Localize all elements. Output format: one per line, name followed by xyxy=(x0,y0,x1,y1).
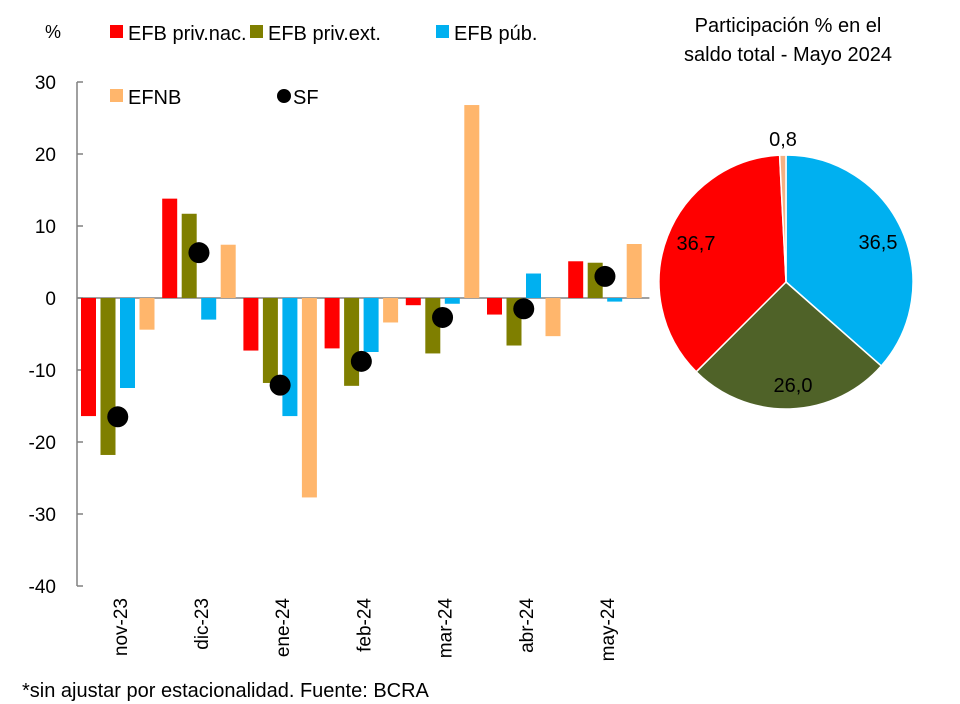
bar-efb-priv-nac--abr-24 xyxy=(487,298,502,315)
sf-dot-nov-23 xyxy=(107,406,129,428)
bar-efnb-feb-24 xyxy=(383,298,399,323)
bar-efb-priv-ext--nov-23 xyxy=(100,298,116,455)
bar-efnb-ene-24 xyxy=(301,298,317,498)
y-tick-label: 20 xyxy=(35,145,56,166)
bar-efnb-dic-23 xyxy=(220,244,236,298)
y-axis-label: % xyxy=(45,22,61,42)
bar-efb-priv-ext--feb-24 xyxy=(344,298,360,386)
bar-efb-priv-nac--may-24 xyxy=(568,261,584,298)
pie-label: 26,0 xyxy=(774,375,813,397)
x-tick-label: feb-24 xyxy=(354,598,375,652)
bar-efb-priv-nac--feb-24 xyxy=(324,298,340,349)
bar-efb-p-b--feb-24 xyxy=(363,298,379,352)
bar-efb-p-b--abr-24 xyxy=(526,273,541,298)
sf-dot-dic-23 xyxy=(188,242,210,264)
bar-efb-p-b--dic-23 xyxy=(201,298,217,320)
pie-slices: 36,5 26,0 36,7 0,8 xyxy=(658,129,914,410)
bar-efnb-abr-24 xyxy=(545,298,561,337)
sf-dot-ene-24 xyxy=(269,374,291,396)
bar-efb-priv-nac--mar-24 xyxy=(405,298,421,306)
legend-marker-sf xyxy=(277,89,291,103)
y-tick-label: 30 xyxy=(35,73,56,94)
legend-swatch xyxy=(110,25,123,38)
sf-dot-feb-24 xyxy=(350,350,372,372)
bar-efnb-mar-24 xyxy=(464,105,480,298)
y-tick-label: 0 xyxy=(45,289,56,310)
y-tick-label: 10 xyxy=(35,217,56,238)
legend-label: EFB priv.ext. xyxy=(268,23,381,45)
y-tick-label: -10 xyxy=(29,361,56,382)
pie-slice-efb-priv-ext- xyxy=(695,280,883,410)
pie-label: 36,7 xyxy=(677,233,716,255)
x-tick-label: nov-23 xyxy=(111,598,132,656)
pie-chart: Participación % en el saldo total - Mayo… xyxy=(658,15,914,410)
pie-slice-efb-priv-nac- xyxy=(658,154,787,373)
bar-efb-p-b--ene-24 xyxy=(282,298,298,417)
legend-label: EFNB xyxy=(128,87,181,109)
x-axis-labels: nov-23 dic-23 ene-24 feb-24 mar-24 abr-24 may-… xyxy=(111,598,619,662)
pie-title-line-2: saldo total - Mayo 2024 xyxy=(684,44,892,66)
bar-efb-priv-ext--ene-24 xyxy=(262,298,278,383)
legend-label: EFB priv.nac. xyxy=(128,23,247,45)
bar-efb-priv-nac--nov-23 xyxy=(81,298,96,417)
legend-label: EFB púb. xyxy=(454,23,537,45)
bars xyxy=(81,105,642,498)
pie-label: 36,5 xyxy=(859,232,898,254)
pie-slice-efb-p-b- xyxy=(785,154,914,368)
x-tick-label: dic-23 xyxy=(192,598,213,650)
legend-swatch xyxy=(110,89,123,102)
bar-efnb-may-24 xyxy=(626,244,642,298)
sf-dot-mar-24 xyxy=(432,306,454,328)
bar-efb-priv-nac--dic-23 xyxy=(162,198,178,298)
bar-efb-p-b--mar-24 xyxy=(444,298,460,304)
legend-swatch xyxy=(436,25,449,38)
y-tick-label: -20 xyxy=(29,433,56,454)
pie-title-line-1: Participación % en el xyxy=(695,15,882,37)
x-tick-label: mar-24 xyxy=(436,598,457,659)
x-tick-label: may-24 xyxy=(598,598,619,662)
bar-efb-priv-nac--ene-24 xyxy=(243,298,259,351)
sf-dot-abr-24 xyxy=(513,298,535,320)
legend-swatch xyxy=(250,25,263,38)
bar-efb-p-b--nov-23 xyxy=(120,298,135,388)
bar-efnb-nov-23 xyxy=(139,298,155,330)
x-tick-label: ene-24 xyxy=(273,598,294,658)
x-tick-label: abr-24 xyxy=(517,598,538,653)
pie-slice-efnb xyxy=(778,154,787,283)
footnote: *sin ajustar por estacionalidad. Fuente:… xyxy=(22,680,430,702)
sf-dot-may-24 xyxy=(594,265,616,287)
legend-label: SF xyxy=(293,87,319,109)
legend: EFB priv.nac. EFB priv.ext. EFB púb. EFNB SF xyxy=(110,23,537,109)
pie-label: 0,8 xyxy=(769,129,797,151)
bar-efb-p-b--may-24 xyxy=(607,298,623,302)
bar-chart: % 30 20 10 0 -10 -20 -30 -40 nov-23 dic-23 ene-24… xyxy=(29,22,650,661)
y-tick-label: -30 xyxy=(29,505,56,526)
y-tick-label: -40 xyxy=(29,577,56,598)
